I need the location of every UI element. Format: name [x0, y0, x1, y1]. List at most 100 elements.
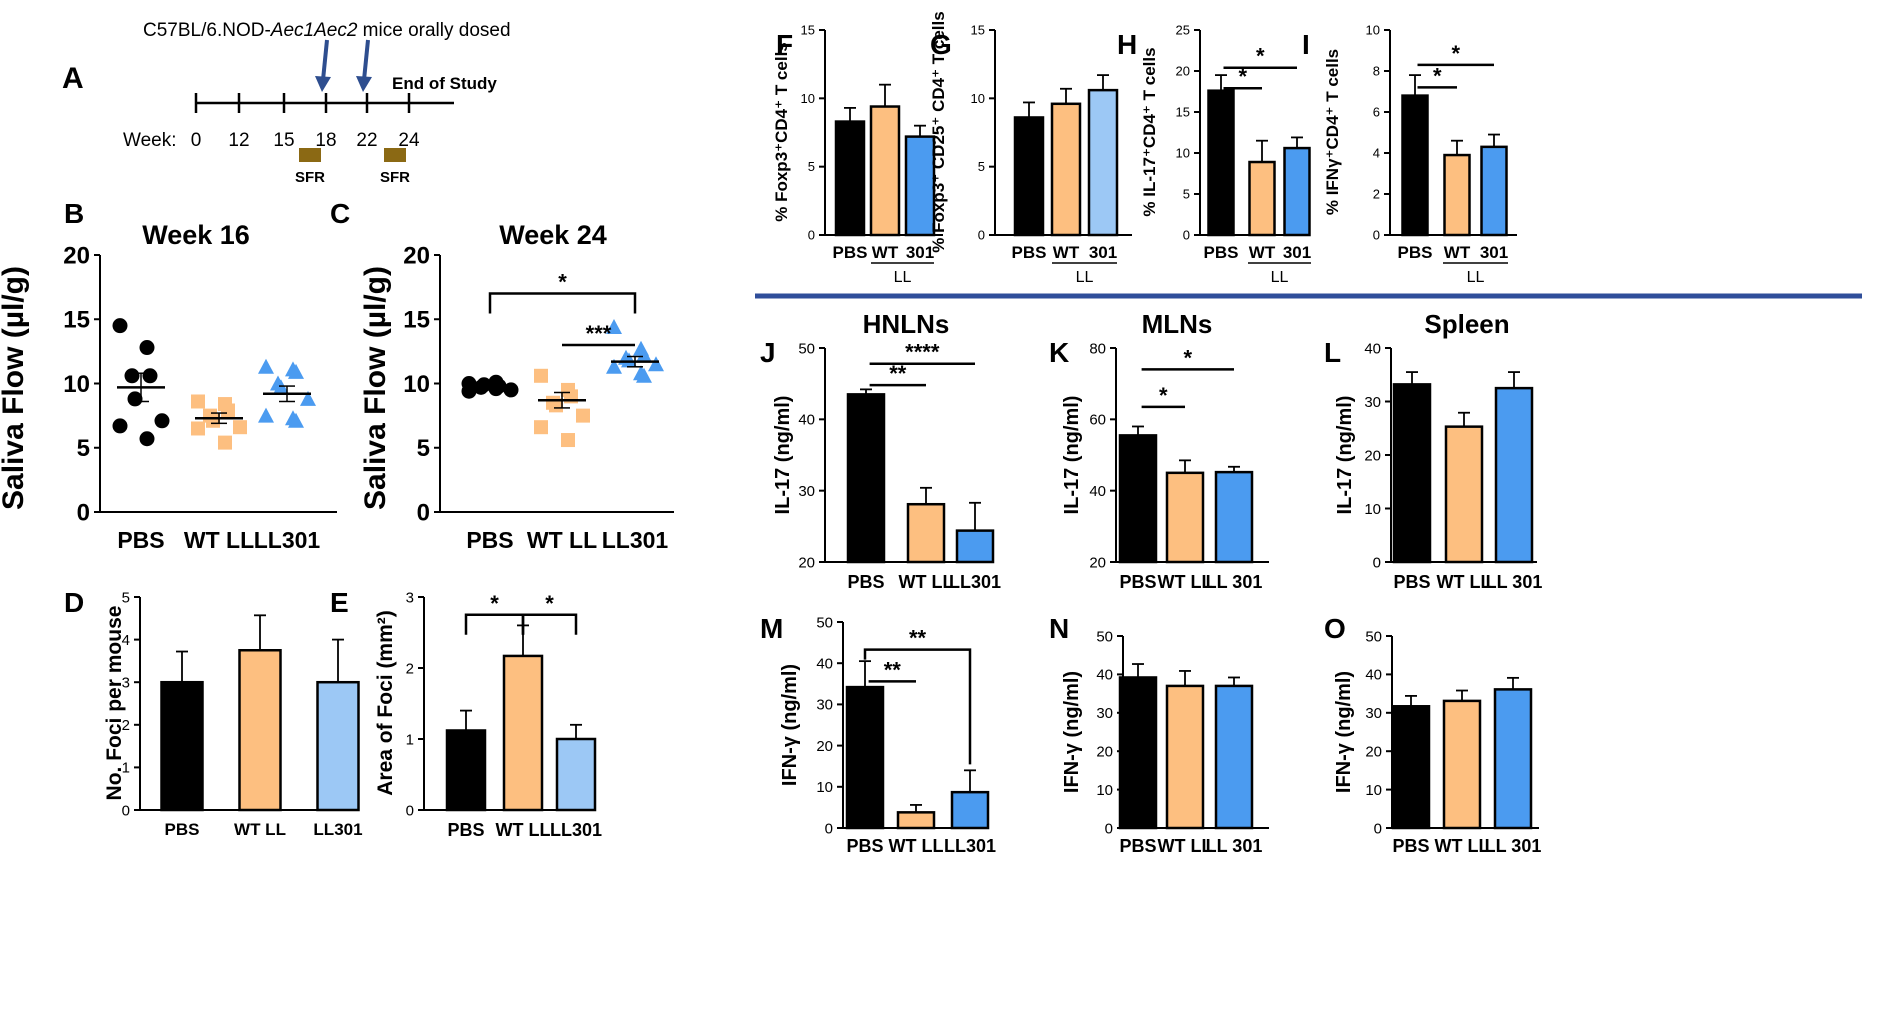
timeline-tick-label: 24	[398, 130, 420, 151]
x-tick-label: WT LL	[1158, 836, 1213, 856]
panel-label: H	[1117, 29, 1137, 60]
significance-label: *	[558, 270, 567, 295]
y-tick-label: 20	[403, 242, 430, 269]
panel-label: B	[64, 198, 84, 229]
x-tick-label: 301	[1089, 243, 1117, 262]
bar	[1248, 160, 1276, 237]
x-tick-label: WT	[872, 243, 899, 262]
x-tick-label: WT LL	[1437, 572, 1492, 592]
y-tick-label: 10	[1176, 146, 1190, 161]
bar	[1013, 116, 1045, 237]
bar	[1118, 434, 1158, 564]
panel-label-a: A	[62, 62, 84, 95]
data-point	[139, 431, 155, 447]
y-tick-label: 40	[1364, 340, 1381, 357]
x-tick-label: WT LL	[1158, 572, 1213, 592]
panel-label: J	[760, 337, 776, 368]
data-point	[503, 382, 519, 398]
x-tick-label: WT LL	[496, 820, 551, 840]
y-tick-label: 15	[1176, 105, 1190, 120]
y-tick-label: 4	[122, 632, 130, 649]
y-tick-label: 20	[1176, 64, 1190, 79]
y-tick-label: 2	[1373, 187, 1380, 202]
data-point	[621, 352, 637, 368]
x-tick-label: PBS	[1012, 243, 1047, 262]
y-axis-label: No. Foci per mouse	[103, 606, 126, 801]
data-point	[288, 412, 304, 428]
x-tick-label: WT LL	[899, 572, 954, 592]
data-point	[258, 407, 274, 423]
bar	[1214, 470, 1254, 564]
data-point	[112, 318, 128, 334]
bar	[1118, 676, 1158, 830]
data-point	[142, 368, 158, 384]
y-tick-label: 15	[403, 307, 430, 334]
bar	[316, 680, 360, 812]
x-tick-label: LL301	[944, 836, 996, 856]
y-tick-label: 30	[1364, 394, 1381, 411]
bar	[955, 529, 995, 564]
bar	[1165, 684, 1205, 830]
y-tick-label: 20	[816, 738, 833, 755]
data-point	[648, 356, 664, 372]
panel-label: O	[1324, 613, 1346, 644]
significance-label: *	[1238, 64, 1247, 89]
sfr-label: SFR	[295, 169, 325, 186]
bar	[834, 120, 866, 237]
y-tick-label: 40	[798, 412, 815, 429]
bar	[906, 502, 946, 564]
bar	[1493, 688, 1533, 830]
data-point	[139, 340, 155, 356]
chart-title: Week 24	[499, 220, 607, 250]
data-point	[191, 394, 205, 409]
x-tick-label: WT	[1053, 243, 1080, 262]
y-tick-label: 20	[798, 554, 815, 571]
x-tick-label: PBS	[1398, 243, 1433, 262]
y-tick-label: 10	[1096, 782, 1113, 799]
x-tick-label: PBS	[1204, 243, 1239, 262]
y-tick-label: 5	[122, 589, 130, 606]
y-tick-label: 80	[1089, 340, 1106, 357]
panel-label: K	[1049, 337, 1069, 368]
y-tick-label: 20	[1364, 447, 1381, 464]
bar	[1207, 89, 1235, 237]
y-tick-label: 20	[1365, 743, 1382, 760]
data-point	[124, 368, 140, 384]
data-point	[549, 398, 563, 413]
y-axis-label: % Foxp3⁺CD4⁺ T cells	[772, 42, 791, 222]
timeline-title: C57BL/6.NOD-Aec1Aec2 mice orally dosed	[143, 20, 511, 41]
data-point	[127, 391, 143, 407]
x-tick-label: PBS	[847, 572, 884, 592]
x-tick-label: WT	[1444, 243, 1471, 262]
group-label: LL	[1271, 269, 1289, 286]
significance-bracket	[863, 648, 972, 765]
significance-bracket	[521, 613, 578, 635]
y-axis-label: % IL-17⁺CD4⁺ T cells	[1140, 47, 1159, 216]
chart-panel-m: M IFN-γ (ng/ml) 0 10 20 30 40 50 PBS WT LL LL301 **…	[760, 613, 996, 856]
y-tick-label: 10	[1364, 501, 1381, 518]
y-tick-label: 0	[122, 802, 130, 819]
y-axis-label: IL-17 (ng/ml)	[772, 396, 794, 515]
y-tick-label: 1	[122, 760, 130, 777]
dosing-arrow-icon	[356, 76, 372, 92]
data-point	[534, 368, 548, 383]
panel-label: G	[930, 29, 952, 60]
data-point	[461, 383, 477, 399]
panel-label: L	[1324, 337, 1341, 368]
data-point	[112, 418, 128, 434]
bar	[950, 790, 990, 830]
bar	[1165, 471, 1205, 564]
dosing-arrow-shaft	[362, 39, 370, 81]
significance-label: *	[1256, 44, 1265, 69]
bar	[1087, 88, 1119, 237]
x-tick-label: LL301	[313, 820, 362, 839]
x-tick-label: WT LL	[234, 820, 286, 839]
x-tick-label: LL301	[602, 527, 669, 553]
chart-title: HNLNs	[863, 309, 950, 339]
data-point	[606, 358, 622, 374]
data-point	[191, 421, 205, 436]
data-point	[636, 367, 652, 383]
bar	[1214, 684, 1254, 830]
y-tick-label: 3	[406, 589, 414, 606]
y-tick-label: 0	[1373, 228, 1380, 243]
